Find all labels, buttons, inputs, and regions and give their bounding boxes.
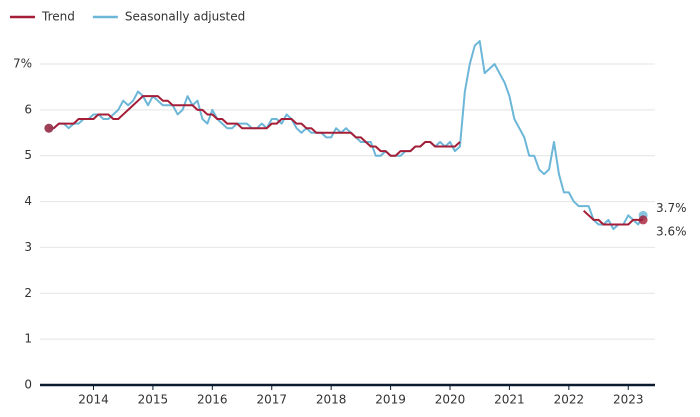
x-tick-label: 2022 <box>554 393 585 407</box>
end-label: 3.7% <box>656 201 687 215</box>
y-tick-label: 5 <box>24 148 32 162</box>
x-tick-label: 2018 <box>316 393 347 407</box>
y-tick-label: 1 <box>24 332 32 346</box>
y-tick-label: 2 <box>24 286 32 300</box>
y-tick-label: 4 <box>24 194 32 208</box>
series-line <box>48 40 645 231</box>
legend-label: Seasonally adjusted <box>125 10 245 24</box>
x-tick-label: 2023 <box>613 393 644 407</box>
y-tick-label: 3 <box>24 240 32 254</box>
y-tick-label: 0 <box>24 378 32 392</box>
y-tick-label: 6 <box>24 102 32 116</box>
x-tick-label: 2017 <box>256 393 287 407</box>
x-tick-label: 2019 <box>375 393 406 407</box>
series-line <box>48 95 461 157</box>
x-tick-label: 2016 <box>197 393 228 407</box>
legend-label: Trend <box>41 10 75 24</box>
series-line <box>583 210 644 226</box>
x-tick-label: 2020 <box>435 393 466 407</box>
end-label: 3.6% <box>656 224 687 238</box>
y-tick-label: 7% <box>13 57 32 71</box>
x-tick-label: 2014 <box>78 393 109 407</box>
x-tick-label: 2015 <box>138 393 169 407</box>
end-marker <box>44 123 54 133</box>
x-tick-label: 2021 <box>494 393 525 407</box>
end-marker <box>638 215 648 225</box>
